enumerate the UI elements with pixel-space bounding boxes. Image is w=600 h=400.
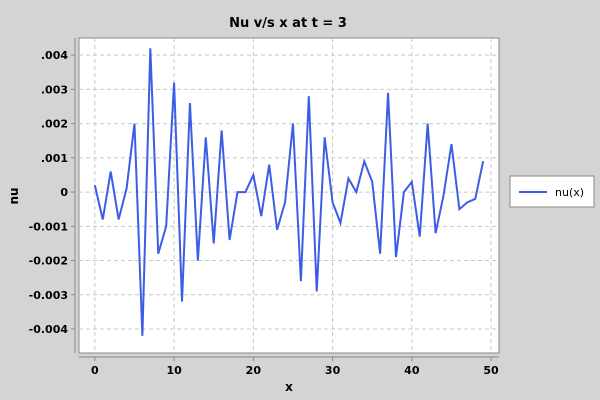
x-tick-label: 40 <box>404 364 420 377</box>
x-tick-label: 0 <box>91 364 99 377</box>
y-tick-label: .002 <box>41 118 68 131</box>
y-tick-label: 0 <box>60 186 68 199</box>
y-tick-label: .001 <box>41 152 68 165</box>
y-tick-label: .003 <box>41 83 68 96</box>
axes <box>74 38 499 358</box>
series-line-nu <box>93 48 485 336</box>
y-tick-label: -0.004 <box>29 323 69 336</box>
x-tick-label: 20 <box>246 364 262 377</box>
y-tick-label: -0.003 <box>29 289 68 302</box>
x-tick-label: 10 <box>166 364 182 377</box>
legend-label: nu(x) <box>555 186 584 199</box>
x-tick-label: 30 <box>325 364 341 377</box>
y-tick-label: .004 <box>41 49 68 62</box>
tick-labels: 0 10 20 30 40 50 -0.004 -0.003 -0.002 -0.001 0 .001… <box>29 49 499 377</box>
y-tick-label: -0.002 <box>29 255 68 268</box>
x-tick-label: 50 <box>483 364 499 377</box>
series-layer <box>93 48 485 336</box>
y-axis-label: nu <box>7 187 21 204</box>
chart-title: Nu v/s x at t = 3 <box>229 16 347 31</box>
x-axis-label: x <box>285 380 293 394</box>
legend: nu(x) <box>509 175 595 208</box>
y-tick-label: -0.001 <box>29 220 68 233</box>
